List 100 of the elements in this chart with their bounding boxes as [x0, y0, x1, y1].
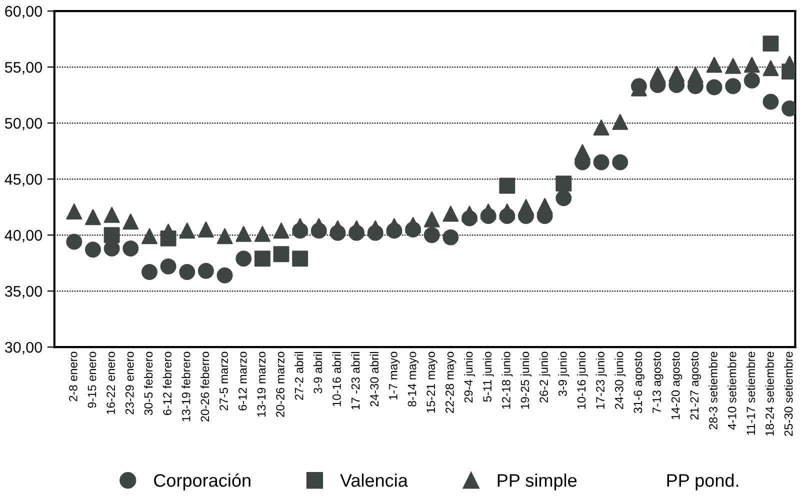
point [612, 154, 628, 170]
point [273, 246, 290, 262]
point [160, 258, 176, 274]
x-tick-label: 2-8 enero [68, 352, 78, 402]
point [104, 206, 120, 223]
x-tick-label: 24-30 junio [614, 352, 626, 410]
point [254, 226, 270, 242]
y-tick-label: 55,00 [4, 62, 42, 75]
y-tick-label: 45,00 [4, 174, 42, 187]
x-tick-label: 3-9 abril [313, 352, 322, 394]
point [499, 204, 516, 220]
point [556, 176, 572, 192]
point [650, 66, 666, 83]
point [330, 220, 346, 236]
x-tick-label: 1-7 mayo [389, 352, 400, 400]
x-tick-label: 14-20 agosto [671, 352, 682, 420]
point [442, 229, 459, 246]
point [66, 234, 82, 250]
x-tick-label: 12-18 junio [502, 352, 513, 409]
x-tick-label: 13-19 marzo [257, 352, 266, 417]
point [122, 240, 139, 256]
x-tick-label: 28-3 setiembre [708, 352, 718, 430]
x-tick-label: 29-4 junio [464, 352, 476, 402]
x-tick-label: 21-27 agosto [690, 352, 701, 420]
point [179, 222, 196, 239]
point [310, 218, 327, 234]
x-tick-label: 6-12 febrero [162, 352, 172, 415]
x-tick-label: 11-17 setiembre [746, 352, 756, 435]
y-tick-label: 60,00 [5, 6, 42, 19]
y-tick-label: 35,00 [4, 286, 42, 299]
point [216, 267, 233, 284]
point [198, 221, 214, 238]
x-tick-label: 30-5 febrero [144, 352, 153, 416]
x-tick-label: 20-26 marzo [276, 352, 284, 417]
x-tick-label: 6-12 marzo [238, 352, 247, 410]
point [725, 58, 742, 74]
point [179, 264, 196, 280]
point [744, 56, 760, 73]
point [198, 262, 214, 279]
point [424, 211, 440, 228]
x-tick-label: 10-16 junio [576, 352, 588, 409]
y-tick-label: 30,00 [4, 342, 42, 355]
point [762, 94, 779, 110]
point [593, 120, 610, 136]
x-tick-label: 22-28 mayo [445, 352, 456, 413]
x-tick-label: 19-25 junio [520, 352, 532, 409]
point [85, 209, 101, 226]
x-tick-label: 18-24 setiembre [765, 352, 774, 436]
point [141, 228, 158, 244]
legend-label: Corporación [154, 473, 250, 490]
x-tick-label: 17-23 junio [596, 352, 607, 409]
point [122, 214, 139, 230]
point [236, 250, 252, 267]
x-tick-label: 24-30 abril [370, 352, 379, 406]
point [66, 204, 82, 220]
point [725, 78, 742, 94]
x-tick-label: 4-10 setiembre [728, 352, 736, 430]
point [254, 250, 270, 267]
x-tick-label: 25-30 setiembre [784, 352, 793, 436]
point [536, 198, 553, 214]
x-tick-label: 23-29 enero [125, 352, 134, 414]
x-tick-label: 8-14 mayo [408, 352, 419, 406]
point [367, 220, 384, 236]
point [668, 66, 685, 82]
point [593, 154, 610, 170]
x-tick-label: 7-13 agosto [652, 352, 664, 413]
y-tick-label: 40,00 [4, 230, 42, 243]
x-tick-label: 9-15 enero [88, 352, 96, 408]
legend-label: PP simple [498, 474, 577, 490]
point [687, 66, 704, 83]
point [104, 227, 120, 244]
legend-label: Valencia [340, 474, 408, 487]
point [386, 218, 402, 234]
point [236, 226, 252, 242]
point [292, 250, 308, 267]
point [462, 206, 478, 222]
point [141, 264, 158, 280]
point [706, 56, 722, 73]
x-tick-label: 13-19 febrero [182, 352, 190, 422]
x-tick-label: 5-11 junio [482, 352, 494, 402]
y-tick-label: 50,00 [4, 118, 42, 131]
x-tick-label: 27-2 abril [294, 352, 304, 400]
point [762, 36, 779, 52]
x-tick-label: 17 -23 abril [351, 352, 360, 410]
point [612, 114, 628, 130]
point [405, 217, 422, 233]
point [273, 222, 290, 239]
x-tick-label: 10-16 abril [332, 352, 341, 406]
point [744, 72, 760, 88]
point [348, 220, 365, 236]
x-tick-label: 26-2 junio [539, 352, 550, 402]
x-tick-label: 15-21 mayo [426, 352, 438, 413]
point [574, 144, 590, 160]
point [556, 190, 572, 206]
point [518, 199, 534, 216]
x-tick-label: 31-6 agosto [634, 352, 644, 414]
point [499, 178, 516, 194]
point [706, 79, 722, 96]
x-tick-label: 20-26 feberro [200, 352, 210, 422]
x-tick-label: 16-22 enero [106, 352, 115, 414]
